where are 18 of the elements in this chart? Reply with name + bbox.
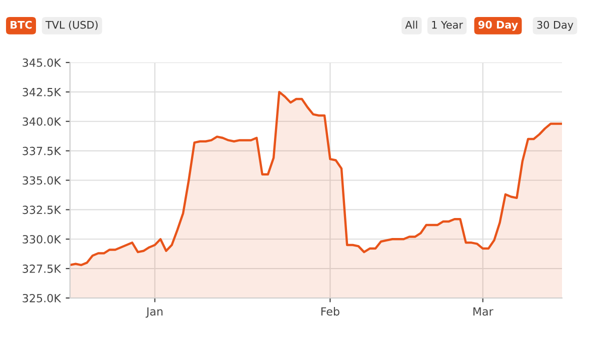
text: All	[405, 20, 418, 29]
text: 90 Day	[478, 20, 518, 31]
y-tick-label: 342.5K	[22, 88, 62, 96]
y-tick-label: 345.0K	[22, 58, 62, 67]
x-tick-label: Feb	[321, 307, 340, 316]
y-tick-label: 332.5K	[22, 206, 62, 214]
x-tick-label: Jan	[146, 307, 162, 318]
y-tick-label: 335.0K	[22, 176, 62, 185]
text: 1 Year	[432, 21, 463, 29]
text: BTC	[10, 20, 32, 29]
y-tick-label: 327.5K	[22, 264, 62, 273]
x-tick-label: Mar	[473, 307, 494, 316]
text: TVL (USD)	[45, 20, 98, 30]
y-tick-label: 325.0K	[22, 294, 62, 302]
y-tick-label: 337.5K	[22, 146, 62, 156]
y-tick-label: 330.0K	[22, 235, 62, 244]
text: 30 Day	[537, 20, 574, 31]
y-tick-label: 340.0K	[22, 117, 62, 126]
